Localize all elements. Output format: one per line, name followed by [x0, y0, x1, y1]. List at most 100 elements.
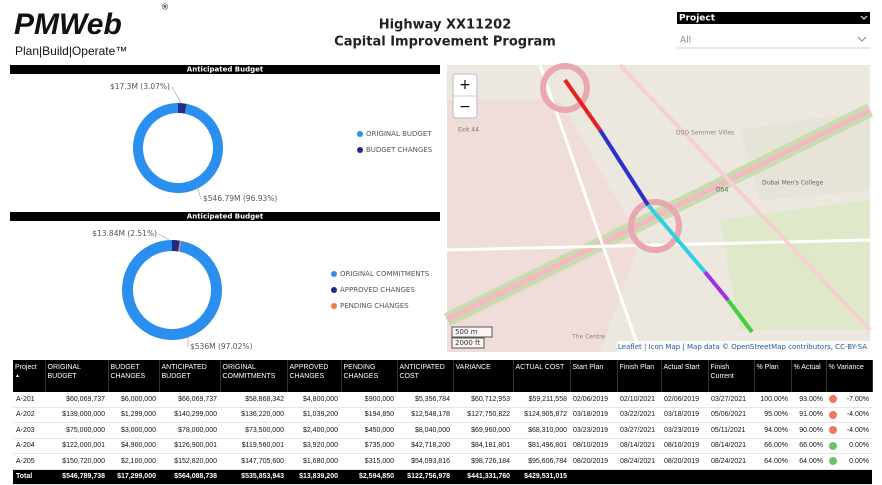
table-cell: 93.00%: [791, 392, 826, 408]
cell-text: 03/23/2019: [573, 426, 609, 434]
column-header[interactable]: APPROVED CHANGES: [287, 360, 342, 392]
table-cell: A-205: [13, 453, 45, 470]
table-cell: $5,356,784: [397, 392, 453, 408]
cell-text: $84,181,801: [471, 442, 510, 450]
column-header[interactable]: % Variance: [826, 360, 873, 392]
cell-text: 95.00%: [764, 411, 788, 419]
cell-text: $315,000: [364, 457, 394, 465]
cell-text: $900,000: [364, 395, 394, 403]
total-cell: $429,531,015: [513, 469, 570, 485]
slicer-value[interactable]: All: [680, 36, 691, 46]
column-header-text: Start Plan: [572, 364, 604, 371]
column-header[interactable]: Finish Current: [708, 360, 755, 392]
table-cell: $95,606,784: [513, 453, 570, 470]
table-cell: $2,100,000: [108, 453, 159, 470]
subtitle: Capital Improvement Program: [334, 35, 556, 50]
column-header[interactable]: ORIGINAL COMMITMENTS: [220, 360, 288, 392]
cell-text: $147,705,600: [241, 457, 284, 465]
cell-text: $2,400,000: [302, 426, 338, 434]
cell-text: $81,496,801: [528, 442, 567, 450]
cell-text: 03/27/2021: [620, 426, 656, 434]
project-table: Project ▲ ORIGINAL BUDGET BUDGET CHANGES ANT…: [13, 360, 873, 485]
cell-text: $5,356,784: [414, 395, 450, 403]
table-cell: 02/10/2021: [617, 392, 661, 408]
cell-text: $140,299,000: [174, 411, 217, 419]
table-cell: 64.00%: [791, 453, 826, 470]
table-cell: 03/23/2019: [570, 422, 617, 439]
cell-text: 66.00%: [799, 442, 823, 450]
column-header[interactable]: % Plan: [754, 360, 792, 392]
cell-text: A-205: [16, 457, 35, 465]
column-header[interactable]: ACTUAL COST: [513, 360, 571, 392]
table-cell: $450,000: [341, 422, 397, 439]
cell-text: $429,531,015: [524, 473, 567, 480]
table-cell: 02/06/2019: [570, 392, 617, 408]
column-header[interactable]: ANTICIPATED BUDGET: [159, 360, 221, 392]
scale-bar: [451, 337, 485, 349]
table-cell: 03/23/2019: [661, 422, 708, 439]
table-cell: $1,680,000: [287, 453, 341, 470]
title: Highway XX11202: [379, 18, 512, 33]
cell-text: $564,088,738: [174, 473, 217, 480]
leader-line: [195, 182, 202, 200]
column-header-text: Finish Current: [710, 364, 734, 380]
table-cell: $69,960,000: [453, 422, 513, 439]
column-header[interactable]: % Actual: [791, 360, 827, 392]
column-header-text: Project: [15, 364, 37, 371]
column-header-text: APPROVED CHANGES: [289, 364, 329, 380]
cell-text: $152,820,000: [174, 457, 217, 465]
dropdown-box[interactable]: [677, 30, 870, 48]
cell-text: 03/18/2019: [664, 411, 700, 419]
cell-text: 03/22/2021: [620, 411, 656, 419]
column-header[interactable]: Start Plan: [570, 360, 618, 392]
table-cell: 90.00%: [791, 422, 826, 439]
roundabout: [540, 63, 590, 113]
total-cell: [661, 469, 708, 485]
table-cell: 08/10/2019: [570, 438, 617, 454]
cell-text: 03/18/2019: [573, 411, 609, 419]
cell-text: $78,000,000: [178, 426, 217, 434]
cell-text: 91.00%: [799, 411, 823, 419]
column-header[interactable]: Finish Plan: [617, 360, 662, 392]
map-label: The Centre: [571, 334, 605, 341]
chart-title-bar: [10, 212, 440, 221]
column-header[interactable]: Actual Start: [661, 360, 709, 392]
table-cell: 08/24/2021: [708, 453, 754, 470]
header-row: Project ▲ ORIGINAL BUDGET BUDGET CHANGES ANT…: [13, 360, 873, 392]
cell-text: -4.00%: [846, 426, 869, 434]
table-cell: -4.00%: [826, 407, 872, 423]
total-cell: [617, 469, 661, 485]
column-header[interactable]: ORIGINAL BUDGET: [45, 360, 109, 392]
column-header[interactable]: Project ▲: [13, 360, 46, 392]
donut-segment: [178, 240, 182, 252]
slicer-dropdown[interactable]: All: [677, 30, 870, 49]
column-header-text: PENDING CHANGES: [343, 364, 379, 380]
column-header[interactable]: VARIANCE: [453, 360, 514, 392]
total-cell: $441,331,760: [453, 469, 513, 485]
cell-text: $60,069,737: [66, 395, 105, 403]
total-cell: $564,088,738: [159, 469, 220, 485]
table-cell: $124,905,872: [513, 407, 570, 423]
cell-text: 08/14/2021: [711, 442, 747, 450]
map-road: [446, 238, 871, 252]
cell-text: $4,800,000: [302, 395, 338, 403]
cell-text: $139,000,000: [62, 411, 105, 419]
legend-swatch: [357, 147, 363, 153]
cell-text: A-204: [16, 442, 35, 450]
table-cell: A-202: [13, 407, 45, 423]
attribution[interactable]: Leaflet | Icon Map | Map data © OpenStre…: [618, 343, 867, 351]
zoom-out[interactable]: −: [459, 99, 471, 115]
status-dot: [829, 426, 837, 435]
column-header[interactable]: BUDGET CHANGES: [108, 360, 160, 392]
column-header[interactable]: PENDING CHANGES: [341, 360, 398, 392]
table-cell: $2,400,000: [287, 422, 341, 439]
table-cell: 08/14/2021: [708, 438, 754, 454]
zoom-in[interactable]: +: [459, 77, 471, 93]
table-cell: $152,820,000: [159, 453, 220, 470]
total-cell: [791, 469, 826, 485]
column-header[interactable]: ANTICIPATED COST: [397, 360, 454, 392]
table-cell: $60,712,953: [453, 392, 513, 408]
column-header-text: % Plan: [756, 364, 779, 371]
map[interactable]: Exit 44 DSO Semmer Villas Dubai Men's Co…: [443, 63, 874, 353]
table-cell: 08/24/2021: [617, 453, 661, 470]
